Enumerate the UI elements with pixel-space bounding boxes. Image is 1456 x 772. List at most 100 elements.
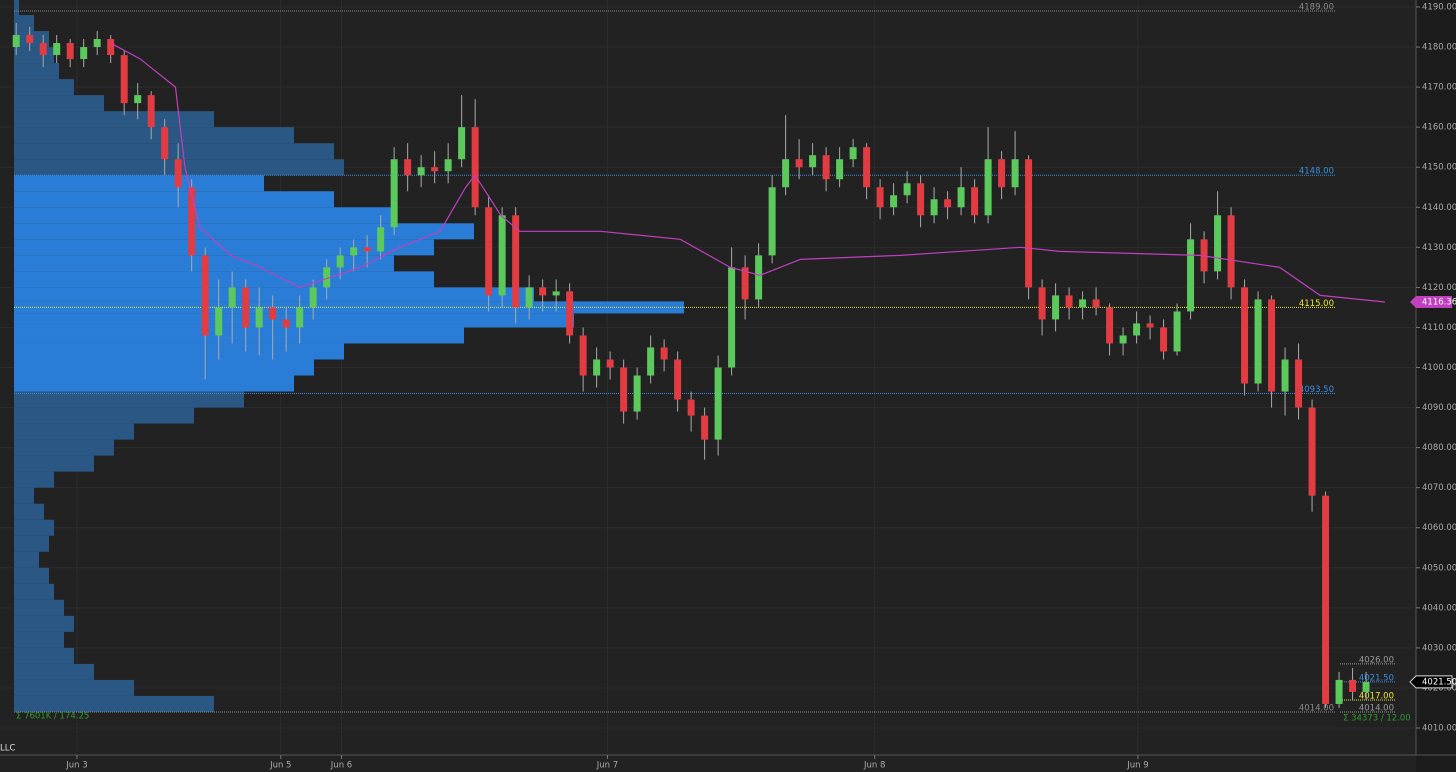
- candle-body: [903, 183, 911, 196]
- candle-body: [1214, 215, 1222, 272]
- candle-body: [282, 319, 290, 328]
- footer-left: Σ 7601K / 174.25: [16, 712, 89, 722]
- session-level-label: 4014.00: [1359, 703, 1394, 713]
- candle-body: [134, 95, 142, 104]
- candle-body: [431, 167, 439, 172]
- candle-body: [890, 195, 898, 208]
- candle-body: [768, 187, 776, 256]
- candle-body: [1079, 299, 1087, 308]
- profile-bar: [14, 583, 54, 600]
- profile-bar: [14, 535, 49, 552]
- candle-body: [836, 159, 844, 180]
- candle-body: [714, 367, 722, 440]
- y-tick-label: 4030.00: [1422, 643, 1456, 653]
- profile-bar: [14, 111, 214, 128]
- last-price-label: 4021.50: [1422, 677, 1456, 687]
- profile-bar: [14, 95, 104, 112]
- profile-bar: [14, 0, 19, 16]
- candle-body: [1308, 407, 1316, 496]
- profile-bar: [14, 313, 574, 328]
- profile-bar: [14, 143, 334, 160]
- profile-bar: [14, 487, 34, 504]
- y-tick-label: 4120.00: [1422, 283, 1456, 293]
- profile-bar: [14, 407, 194, 424]
- candle-body: [944, 199, 952, 208]
- candle-body: [1160, 327, 1168, 352]
- candle-body: [525, 287, 533, 308]
- x-tick-label: Jun 8: [863, 761, 885, 771]
- candle-body: [863, 147, 871, 188]
- x-tick-label: Jun 7: [596, 761, 618, 771]
- footer-right: Σ 34373 / 12.00: [1343, 714, 1411, 724]
- candle-body: [1335, 679, 1343, 704]
- profile-bar: [14, 375, 294, 392]
- candle-body: [512, 215, 520, 308]
- candle-body: [350, 247, 358, 256]
- candle-body: [242, 287, 250, 328]
- profile-bar: [14, 519, 54, 536]
- level-label: 4148.00: [1299, 167, 1334, 177]
- profile-bar: [14, 175, 264, 192]
- profile-bar: [14, 79, 74, 96]
- y-tick-label: 4060.00: [1422, 523, 1456, 533]
- y-tick-label: 4180.00: [1422, 43, 1456, 53]
- price-axis-panel: [1416, 0, 1456, 772]
- profile-bar: [14, 207, 394, 224]
- candle-body: [971, 187, 979, 216]
- profile-bar: [14, 567, 49, 584]
- candle-body: [255, 307, 263, 328]
- candles: [12, 23, 1386, 708]
- candle-body: [417, 167, 425, 176]
- candle-body: [795, 159, 803, 168]
- profile-bar: [14, 223, 474, 240]
- candle-body: [809, 155, 817, 168]
- candle-body: [1254, 299, 1262, 384]
- profile-bar: [14, 631, 64, 648]
- candle-body: [1038, 287, 1046, 320]
- y-tick-label: 4090.00: [1422, 403, 1456, 413]
- candle-body: [120, 55, 128, 104]
- candle-body: [539, 287, 547, 296]
- candle-body: [201, 255, 209, 336]
- candle-body: [782, 159, 790, 188]
- profile-bar: [14, 599, 64, 616]
- profile-bar: [14, 679, 134, 696]
- candle-body: [1133, 323, 1141, 336]
- profile-bar: [14, 615, 74, 632]
- candle-body: [741, 267, 749, 300]
- candle-body: [687, 399, 695, 416]
- profile-bar: [14, 503, 44, 520]
- candle-body: [390, 159, 398, 228]
- vwap-line: [110, 42, 1386, 303]
- profile-bar: [14, 127, 294, 144]
- candle-body: [917, 183, 925, 216]
- candle-body: [228, 287, 236, 308]
- last-price-flag: [1409, 675, 1453, 689]
- candle-body: [660, 347, 668, 360]
- candle-body: [566, 291, 574, 336]
- candle-body: [822, 155, 830, 180]
- level-label: 4115.00: [1299, 299, 1334, 309]
- candle-body: [728, 267, 736, 368]
- y-tick-label: 4140.00: [1422, 203, 1456, 213]
- candle-body: [471, 127, 479, 208]
- session-level-label: 4017.00: [1359, 691, 1394, 701]
- corner-text: LLC: [0, 744, 15, 754]
- profile-bar: [14, 327, 464, 344]
- profile-bar: [14, 695, 214, 712]
- x-tick-label: Jun 6: [330, 761, 352, 771]
- candle-body: [876, 187, 884, 208]
- y-tick-label: 4170.00: [1422, 83, 1456, 93]
- profile-bar: [14, 271, 434, 288]
- profile-bar: [14, 391, 244, 408]
- session-level-label: 4021.50: [1359, 673, 1394, 683]
- candle-body: [93, 39, 101, 48]
- candle-body: [593, 359, 601, 376]
- candle-body: [552, 291, 560, 296]
- candle-body: [498, 215, 506, 296]
- y-tick-label: 4160.00: [1422, 123, 1456, 133]
- candle-body: [1187, 239, 1195, 312]
- candle-body: [1200, 239, 1208, 272]
- candle-body: [485, 207, 493, 296]
